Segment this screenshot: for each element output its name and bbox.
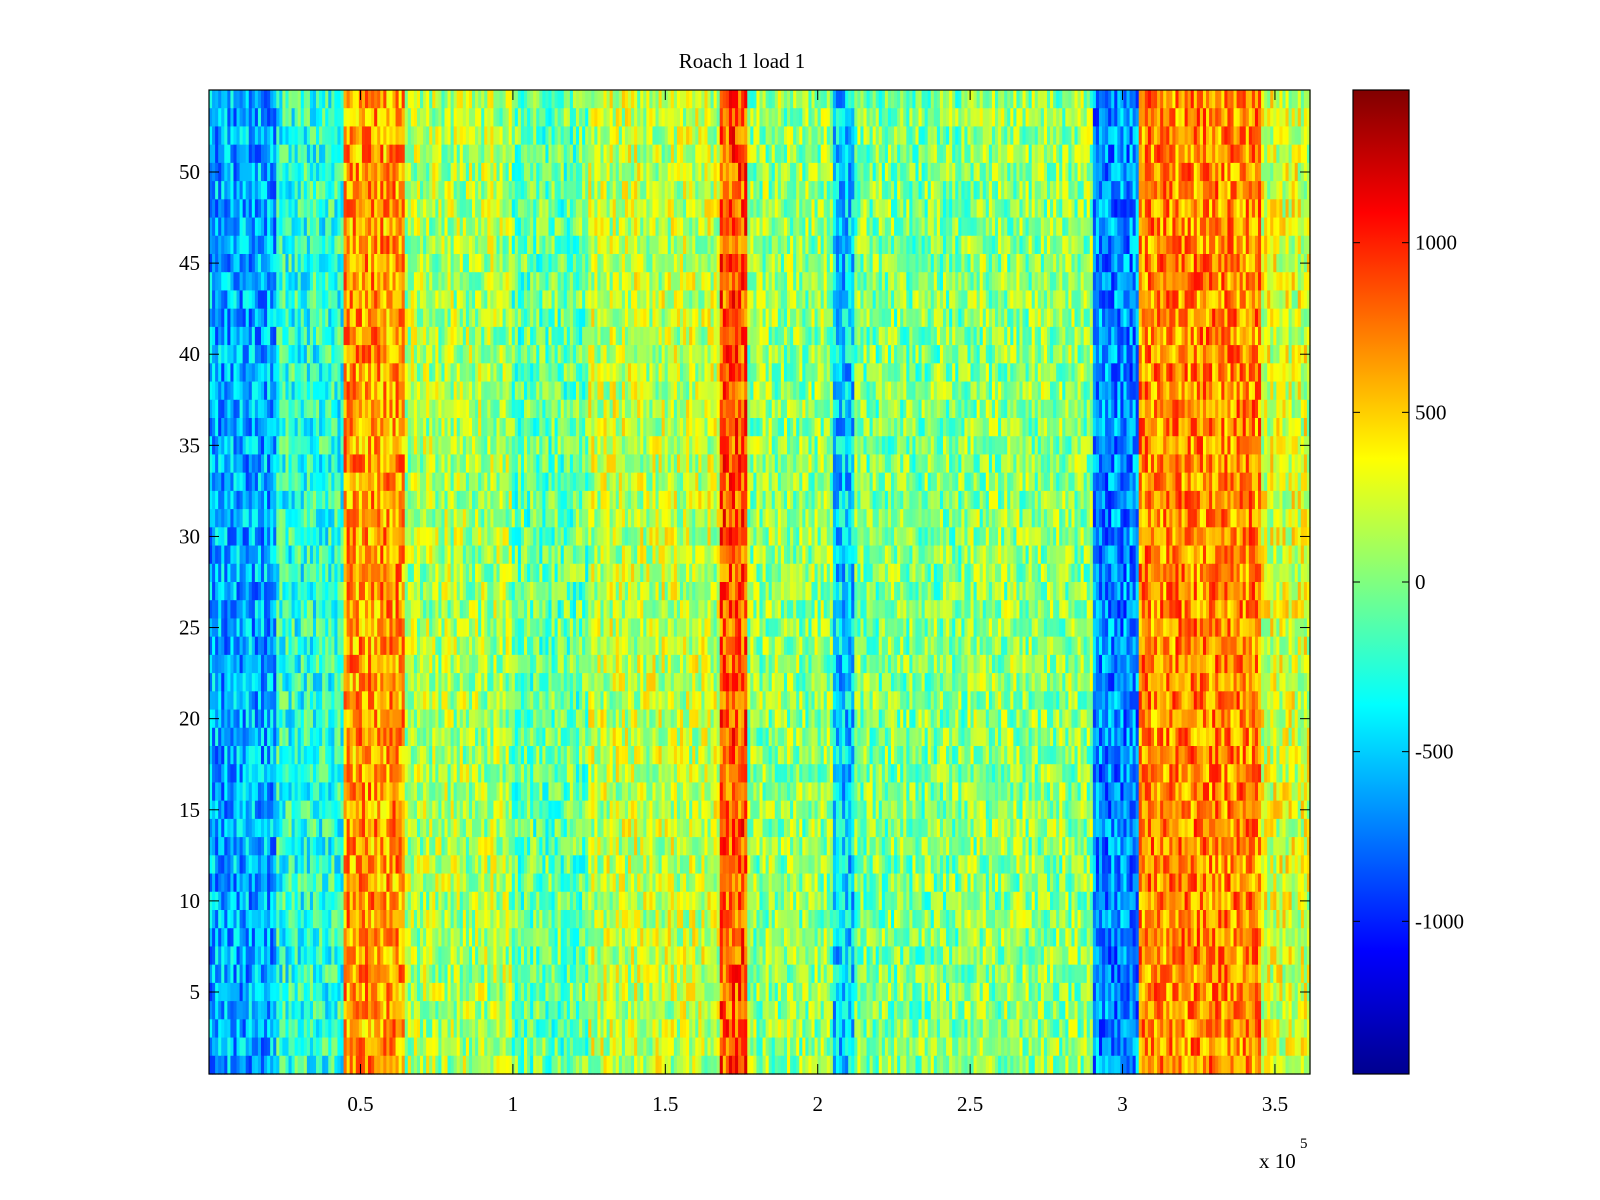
chart-title: Roach 1 load 1 xyxy=(679,49,806,73)
heatmap-cells xyxy=(209,90,1311,1075)
